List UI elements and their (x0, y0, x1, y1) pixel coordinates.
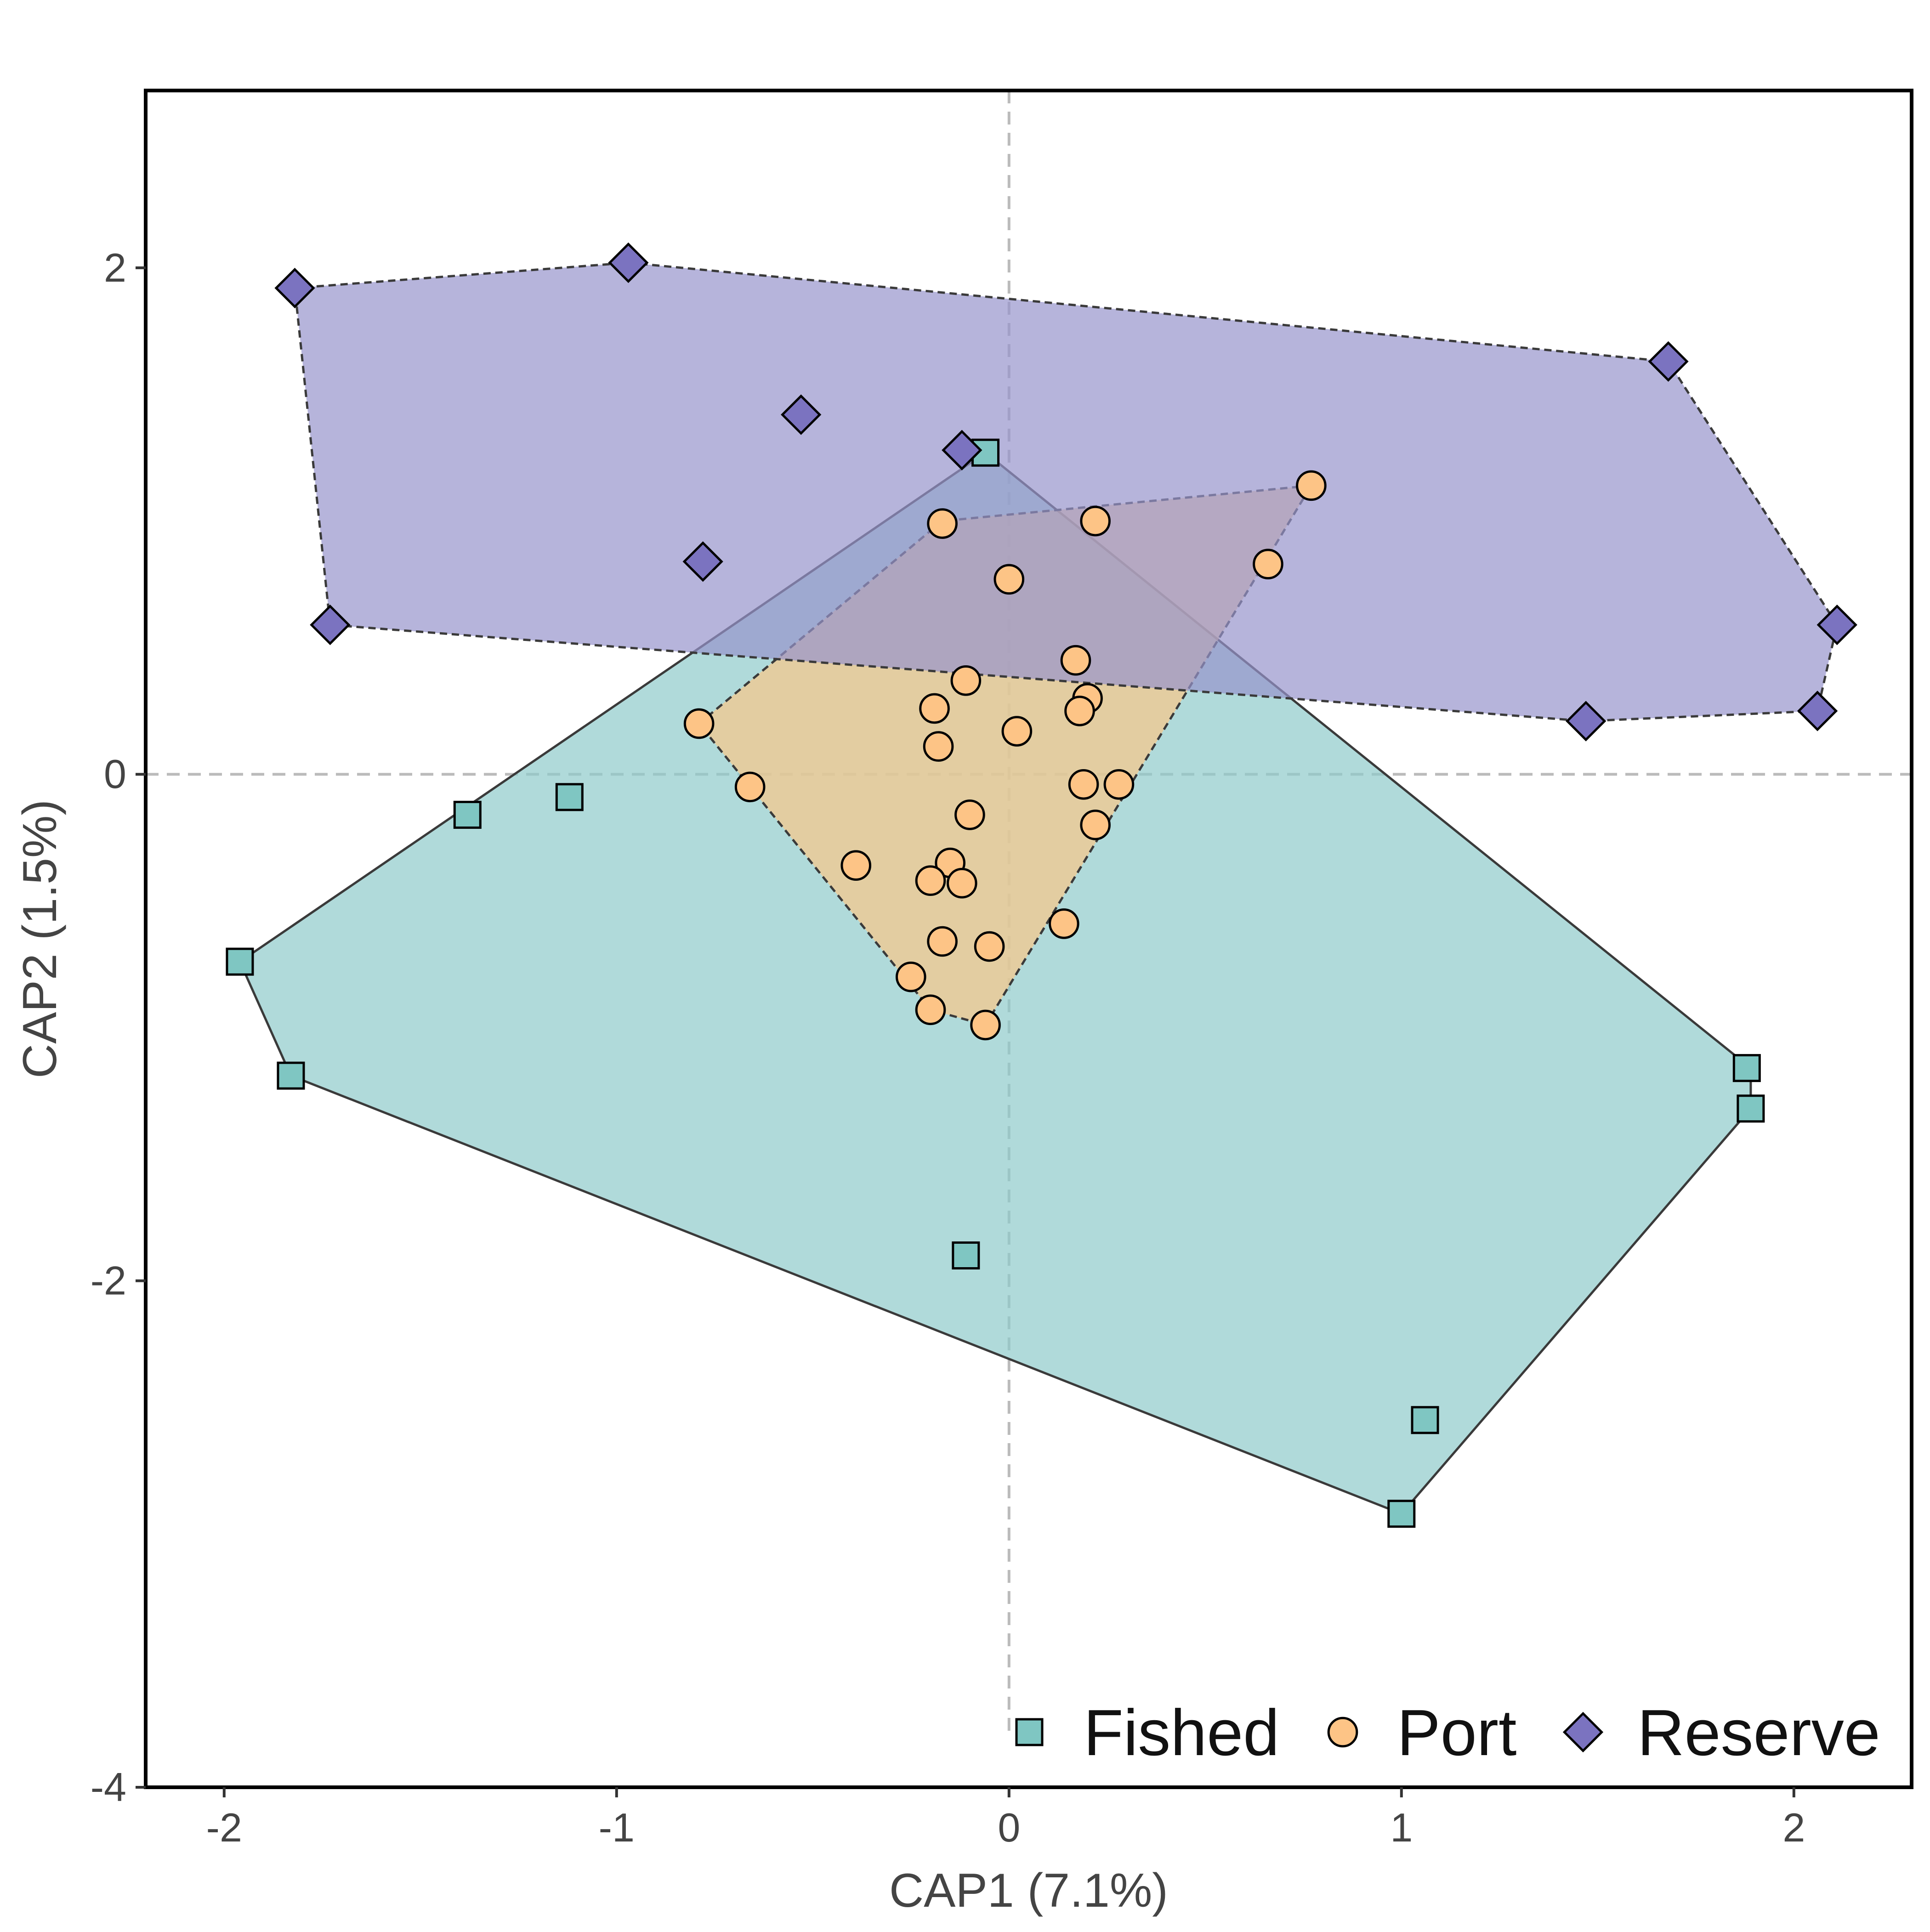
point-fished (277, 1061, 305, 1090)
y-tick-label: -4 (91, 1764, 126, 1810)
point-port (734, 771, 766, 803)
x-tick-label: 2 (1782, 1805, 1805, 1850)
legend-key-fished (1015, 1718, 1044, 1746)
point-reserve (1797, 691, 1838, 731)
point-fished (1387, 1500, 1416, 1528)
x-tick-label: 0 (998, 1805, 1020, 1850)
x-axis-title: CAP1 (7.1%) (889, 1864, 1168, 1917)
x-tick-label: -2 (206, 1805, 242, 1850)
point-port (974, 931, 1005, 962)
point-port (950, 665, 982, 696)
point-port (970, 1009, 1001, 1041)
legend-label-port: Port (1397, 1696, 1516, 1769)
point-port (923, 731, 954, 762)
y-tick-label: -2 (91, 1258, 126, 1303)
point-fished (555, 783, 584, 811)
point-port (683, 708, 715, 739)
point-port (896, 961, 926, 992)
legend: Fished Port Reserve (1015, 1696, 1880, 1769)
point-reserve (942, 430, 982, 470)
point-port (1064, 696, 1095, 726)
axis-ticks: -2 -1 0 1 2 -4 -2 0 2 (91, 245, 1805, 1850)
point-reserve (1816, 604, 1857, 646)
y-tick-label: 2 (104, 245, 126, 290)
point-fished (1737, 1094, 1765, 1123)
point-port (1080, 505, 1111, 537)
legend-key-reserve (1562, 1711, 1604, 1753)
point-port (993, 564, 1025, 595)
point-port (1049, 908, 1079, 939)
point-fished (1411, 1406, 1439, 1434)
point-fished (226, 947, 254, 976)
point-port (947, 867, 977, 899)
point-fished (952, 1241, 980, 1269)
point-fished (1732, 1054, 1761, 1082)
y-tick-label: 0 (104, 751, 126, 797)
point-port (1253, 549, 1283, 580)
point-port (840, 850, 872, 881)
point-port (1068, 769, 1099, 800)
point-reserve (1566, 701, 1606, 742)
point-port (927, 926, 958, 957)
point-fished (453, 800, 482, 829)
point-port (1103, 769, 1135, 800)
legend-label-fished: Fished (1084, 1696, 1279, 1769)
point-port (1296, 470, 1327, 501)
point-reserve (1648, 341, 1689, 382)
hull-reserve (294, 261, 1839, 722)
point-reserve (608, 242, 649, 283)
point-port (927, 508, 958, 539)
point-reserve (310, 604, 351, 646)
point-port (1080, 810, 1111, 840)
x-tick-label: -1 (599, 1805, 635, 1850)
point-port (915, 994, 946, 1025)
point-port (1001, 716, 1033, 747)
point-reserve (274, 267, 315, 309)
point-port (915, 865, 946, 896)
group-hulls (238, 261, 1839, 1515)
point-port (954, 799, 985, 830)
point-port (919, 693, 950, 724)
point-reserve (781, 394, 822, 435)
point-port (1060, 645, 1091, 676)
data-points (226, 242, 1857, 1528)
legend-key-port (1327, 1717, 1358, 1748)
y-axis-title: CAP2 (1.5%) (13, 799, 67, 1078)
plot-panel-border (144, 89, 1913, 1789)
x-tick-label: 1 (1390, 1805, 1413, 1850)
legend-label-reserve: Reserve (1637, 1696, 1880, 1769)
point-reserve (682, 541, 723, 582)
